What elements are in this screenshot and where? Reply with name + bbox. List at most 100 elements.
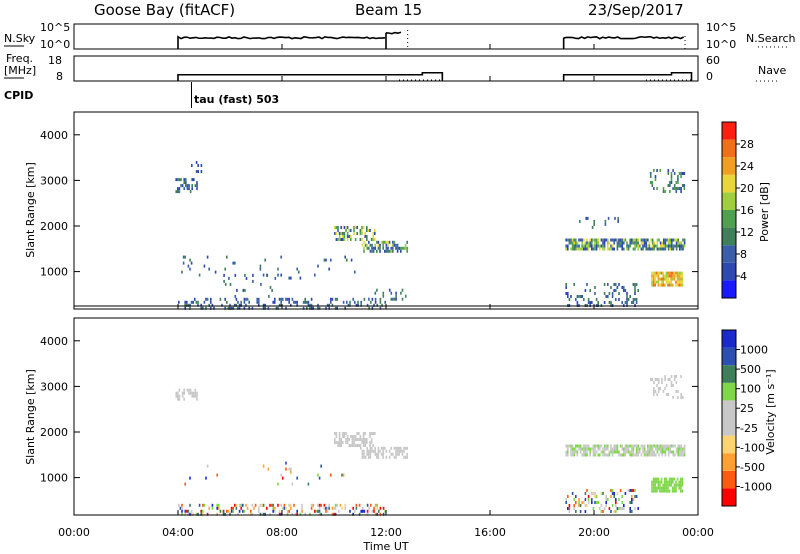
data-cell [312,503,314,507]
data-cell [238,306,241,310]
data-cell [338,441,341,444]
data-cell [359,229,362,232]
data-cell [328,503,330,507]
velocity-colorbar-swatch [722,382,736,401]
data-cell [618,450,620,454]
data-cell [355,303,358,307]
data-cell [390,249,392,253]
data-cell [344,506,346,510]
data-cell [587,495,590,498]
data-cell [586,453,588,457]
data-cell [680,444,683,448]
data-cell [664,450,667,454]
data-cell [663,444,665,448]
data-cell [584,247,587,251]
data-cell [393,243,396,247]
data-cell [661,450,663,454]
data-cell [586,444,588,448]
data-cell [603,447,606,451]
data-cell [266,506,268,510]
data-cell [291,512,294,516]
data-cell [344,255,346,259]
data-cell [353,441,355,444]
data-cell [675,271,677,275]
data-cell [631,450,633,454]
data-cell [678,280,680,284]
data-cell [664,447,667,451]
data-cell [656,486,658,490]
data-cell [591,301,593,304]
data-cell [673,277,676,281]
data-cell [632,298,635,301]
data-cell [619,453,622,457]
data-cell [607,295,609,298]
data-cell [369,455,372,459]
data-cell [235,297,238,301]
data-cell [219,297,222,301]
time-axis-ticks: 00:00 04:00 08:00 12:00 16:00 20:00 00:00 [58,44,714,539]
data-cell [320,503,322,507]
data-cell [183,187,185,191]
data-cell [208,267,210,271]
data-cell [597,301,599,304]
data-cell [594,495,596,498]
data-cell [680,450,683,454]
data-cell [650,444,652,448]
data-cell [583,447,585,451]
data-cell [205,476,207,480]
data-cell [608,450,611,454]
data-cell [364,235,366,238]
time-tick-label: 00:00 [682,526,714,539]
data-cell [202,503,204,507]
data-cell [653,381,655,384]
data-cell [175,391,177,395]
data-cell [595,247,598,251]
data-cell [643,444,646,448]
data-cell [648,447,651,451]
data-cell [623,238,625,242]
data-cell [395,297,397,301]
data-cell [677,450,679,454]
data-cell [670,280,672,284]
data-cell [654,486,656,490]
data-cell [681,277,684,281]
data-cell [395,246,397,250]
data-cell [676,477,679,481]
data-cell [575,244,577,248]
data-cell [635,244,638,248]
data-cell [340,232,342,235]
data-cell [602,447,604,451]
data-cell [248,306,250,310]
data-cell [600,450,603,454]
data-cell [680,172,682,175]
data-cell [656,169,658,172]
velocity-colorbar-swatch [722,488,736,506]
data-cell [251,306,254,310]
data-cell [665,277,668,281]
data-cell [262,464,265,468]
data-cell [395,294,397,298]
data-cell [654,483,656,487]
data-cell [366,449,368,453]
data-cell [670,283,672,287]
data-cell [575,241,577,245]
data-cell [672,277,674,281]
data-cell [680,486,682,490]
data-cell [586,247,588,251]
data-cell [382,452,384,456]
data-cell [635,444,638,448]
data-cell [571,450,574,454]
data-cell [314,273,316,277]
data-cell [587,444,590,448]
data-cell [182,261,185,265]
data-cell [565,283,567,286]
data-cell [670,172,673,175]
data-cell [673,486,676,490]
data-cell [177,178,179,182]
data-cell [667,274,669,278]
data-cell [260,282,262,286]
data-cell [269,503,271,507]
data-cell [178,178,181,182]
data-cell [662,283,664,287]
data-cell [363,246,365,250]
